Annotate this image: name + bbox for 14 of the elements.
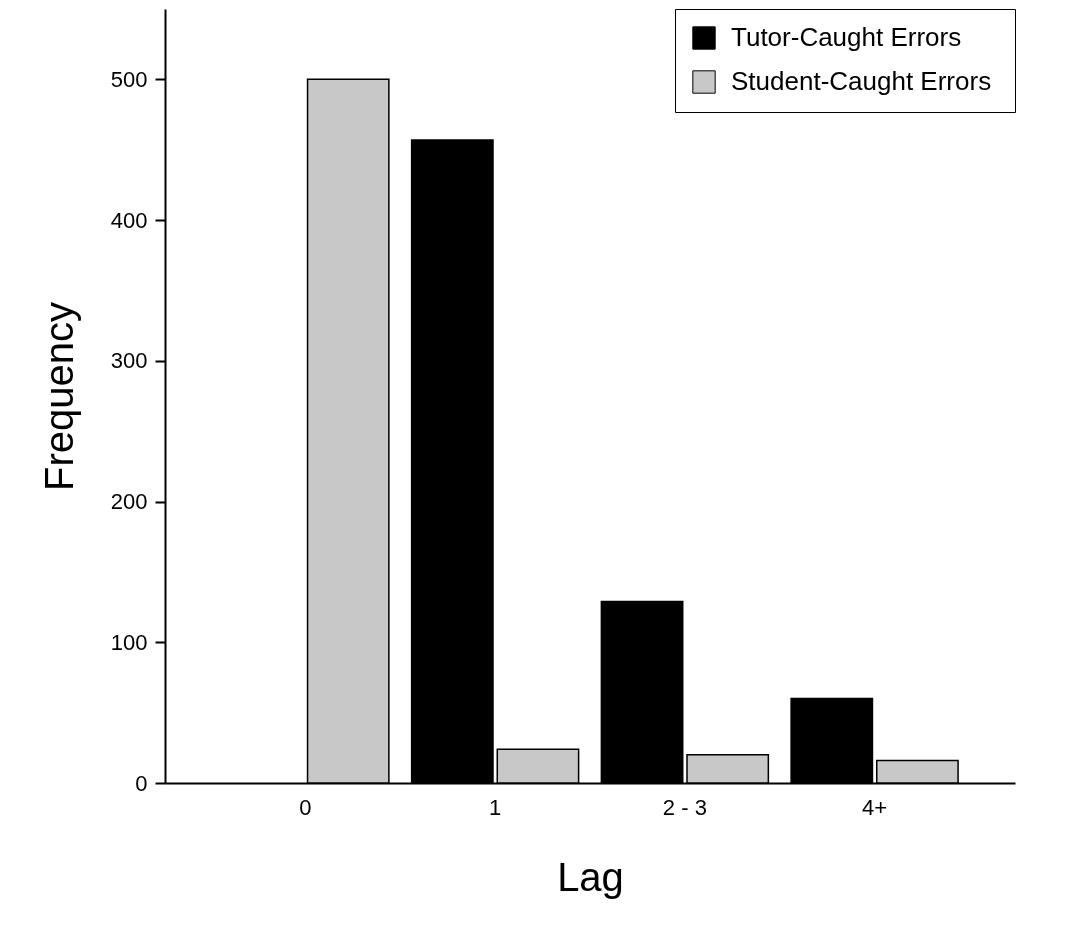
y-tick-label: 100 <box>110 629 148 655</box>
y-tick-label: 400 <box>110 207 148 233</box>
legend-label: Student-Caught Errors <box>731 66 992 96</box>
x-tick-label: 4+ <box>862 794 888 820</box>
y-axis-title: Frequency <box>36 302 81 491</box>
y-tick-label: 0 <box>135 770 148 796</box>
x-tick-label: 0 <box>299 794 312 820</box>
x-axis-title: Lag <box>557 854 624 899</box>
x-tick-label: 2 - 3 <box>662 794 707 820</box>
y-tick-label: 500 <box>110 66 148 92</box>
x-tick-label: 1 <box>489 794 502 820</box>
legend-label: Tutor-Caught Errors <box>731 22 962 52</box>
y-tick-label: 200 <box>110 489 148 515</box>
y-tick-label: 300 <box>110 348 148 374</box>
